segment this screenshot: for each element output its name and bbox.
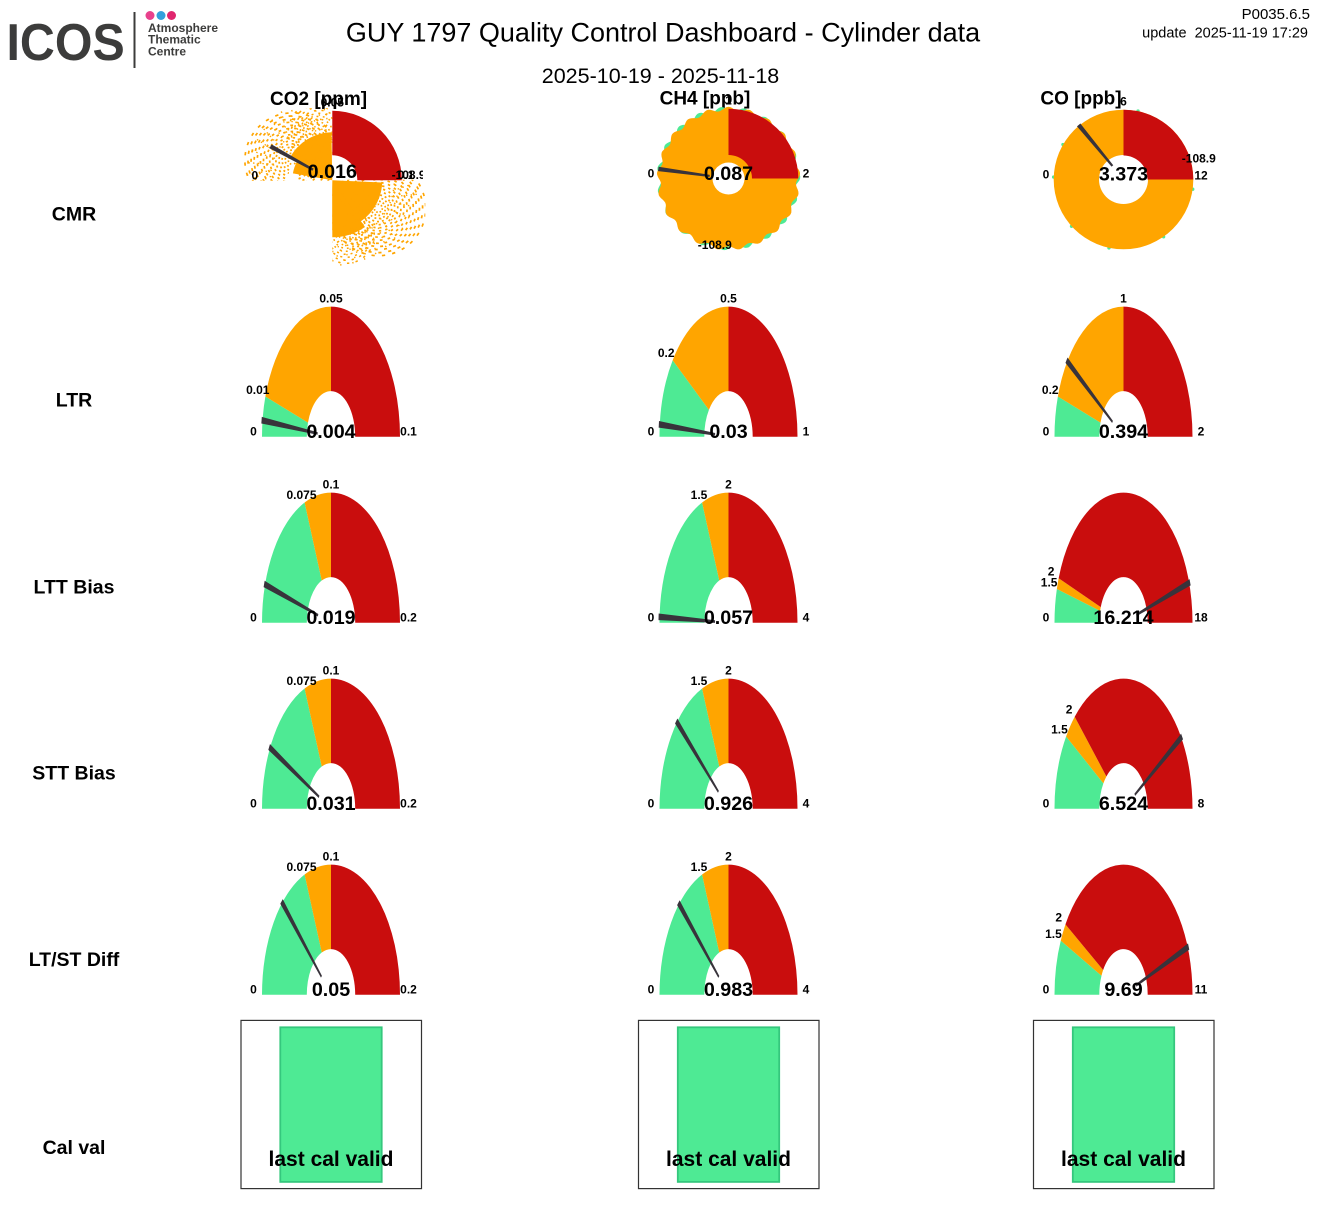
svg-text:0.1: 0.1 [323,478,340,492]
svg-text:0: 0 [1043,611,1050,625]
svg-text:3.373: 3.373 [1099,164,1148,186]
svg-text:4: 4 [803,797,810,811]
svg-text:2: 2 [1055,910,1062,924]
svg-text:0.019: 0.019 [306,607,355,629]
svg-text:Centre: Centre [148,45,186,59]
svg-text:0.01: 0.01 [246,383,270,397]
svg-text:2: 2 [1066,702,1073,716]
svg-text:0: 0 [648,797,655,811]
svg-text:0: 0 [648,167,655,181]
svg-text:0.1: 0.1 [400,425,417,439]
svg-text:9.69: 9.69 [1104,979,1142,1001]
svg-text:0.2: 0.2 [1042,383,1059,397]
svg-text:2: 2 [725,850,732,864]
svg-text:0.2: 0.2 [658,346,675,360]
svg-text:0: 0 [250,425,257,439]
svg-text:0: 0 [250,797,257,811]
svg-text:0: 0 [648,425,655,439]
svg-text:STT Bias: STT Bias [32,763,116,785]
svg-text:-108.9: -108.9 [698,238,732,252]
svg-text:8: 8 [1198,797,1205,811]
svg-text:0: 0 [648,983,655,997]
svg-text:update 2025-11-19 17:29: update 2025-11-19 17:29 [1142,26,1308,42]
svg-text:P0035.6.5: P0035.6.5 [1242,6,1310,23]
svg-text:1: 1 [803,425,810,439]
svg-text:0: 0 [1043,983,1050,997]
svg-text:LT/ST Diff: LT/ST Diff [29,949,120,971]
svg-text:2025-10-19 - 2025-11-18: 2025-10-19 - 2025-11-18 [542,64,780,88]
svg-text:0.2: 0.2 [400,797,417,811]
svg-text:4: 4 [803,611,810,625]
svg-text:18: 18 [1194,611,1208,625]
svg-text:1.5: 1.5 [691,860,708,874]
svg-text:-108.9: -108.9 [1182,152,1216,166]
svg-text:0.016: 0.016 [308,161,357,183]
svg-text:0.075: 0.075 [287,674,317,688]
svg-text:0: 0 [1043,425,1050,439]
svg-text:6.524: 6.524 [1099,793,1148,815]
svg-text:0.394: 0.394 [1099,421,1148,443]
svg-text:LTR: LTR [56,389,92,411]
svg-text:-108.9: -108.9 [392,168,426,182]
svg-text:0.926: 0.926 [704,793,753,815]
svg-text:0: 0 [250,983,257,997]
svg-text:2: 2 [1048,565,1055,579]
svg-text:0: 0 [1043,797,1050,811]
svg-text:GUY 1797 Quality Control Dashb: GUY 1797 Quality Control Dashboard - Cyl… [346,18,981,48]
svg-text:6: 6 [1120,95,1127,109]
svg-text:2: 2 [725,664,732,678]
svg-text:0.1: 0.1 [398,168,415,182]
svg-text:0: 0 [250,611,257,625]
svg-text:last cal valid: last cal valid [1061,1148,1186,1171]
svg-text:last cal valid: last cal valid [269,1148,394,1171]
svg-text:ICOS: ICOS [7,13,125,71]
svg-text:1.5: 1.5 [691,674,708,688]
svg-text:0.5: 0.5 [720,292,737,306]
svg-text:1.5: 1.5 [1045,927,1062,941]
svg-text:0.05: 0.05 [312,979,350,1001]
svg-text:Thematic: Thematic [148,33,201,47]
svg-text:0.05: 0.05 [321,95,345,109]
svg-text:1.5: 1.5 [1051,722,1068,736]
svg-text:0.087: 0.087 [704,163,753,185]
svg-text:16.214: 16.214 [1093,607,1153,629]
svg-text:0.05: 0.05 [319,292,343,306]
svg-text:1.5: 1.5 [1041,576,1058,590]
svg-text:0.057: 0.057 [704,607,753,629]
svg-text:2: 2 [725,478,732,492]
svg-text:0.2: 0.2 [400,611,417,625]
svg-text:last cal valid: last cal valid [666,1148,791,1171]
svg-text:12: 12 [1194,169,1208,183]
svg-text:CO2 [ppm]: CO2 [ppm] [270,89,367,110]
svg-text:0.031: 0.031 [306,793,355,815]
svg-text:Cal val: Cal val [43,1137,106,1159]
svg-text:2: 2 [1198,425,1205,439]
svg-text:0.2: 0.2 [400,983,417,997]
svg-text:1: 1 [725,94,732,108]
svg-text:0.075: 0.075 [287,860,317,874]
svg-text:0: 0 [648,611,655,625]
svg-text:1.5: 1.5 [691,488,708,502]
svg-text:0: 0 [251,168,258,182]
svg-text:LTT Bias: LTT Bias [34,577,115,599]
svg-text:2: 2 [803,167,810,181]
svg-text:CH4 [ppb]: CH4 [ppb] [660,88,751,109]
svg-text:Atmosphere: Atmosphere [148,21,218,35]
svg-text:0.983: 0.983 [704,979,753,1001]
svg-text:11: 11 [1195,983,1208,997]
svg-text:1: 1 [1120,292,1127,306]
svg-text:0.1: 0.1 [323,664,340,678]
svg-text:0.004: 0.004 [306,421,355,443]
svg-text:CO [ppb]: CO [ppb] [1040,89,1121,110]
svg-text:0.03: 0.03 [709,421,747,443]
svg-text:0.075: 0.075 [287,488,317,502]
svg-text:4: 4 [803,983,810,997]
svg-text:CMR: CMR [52,204,96,226]
svg-text:0: 0 [1043,168,1050,182]
svg-text:0.1: 0.1 [323,850,340,864]
